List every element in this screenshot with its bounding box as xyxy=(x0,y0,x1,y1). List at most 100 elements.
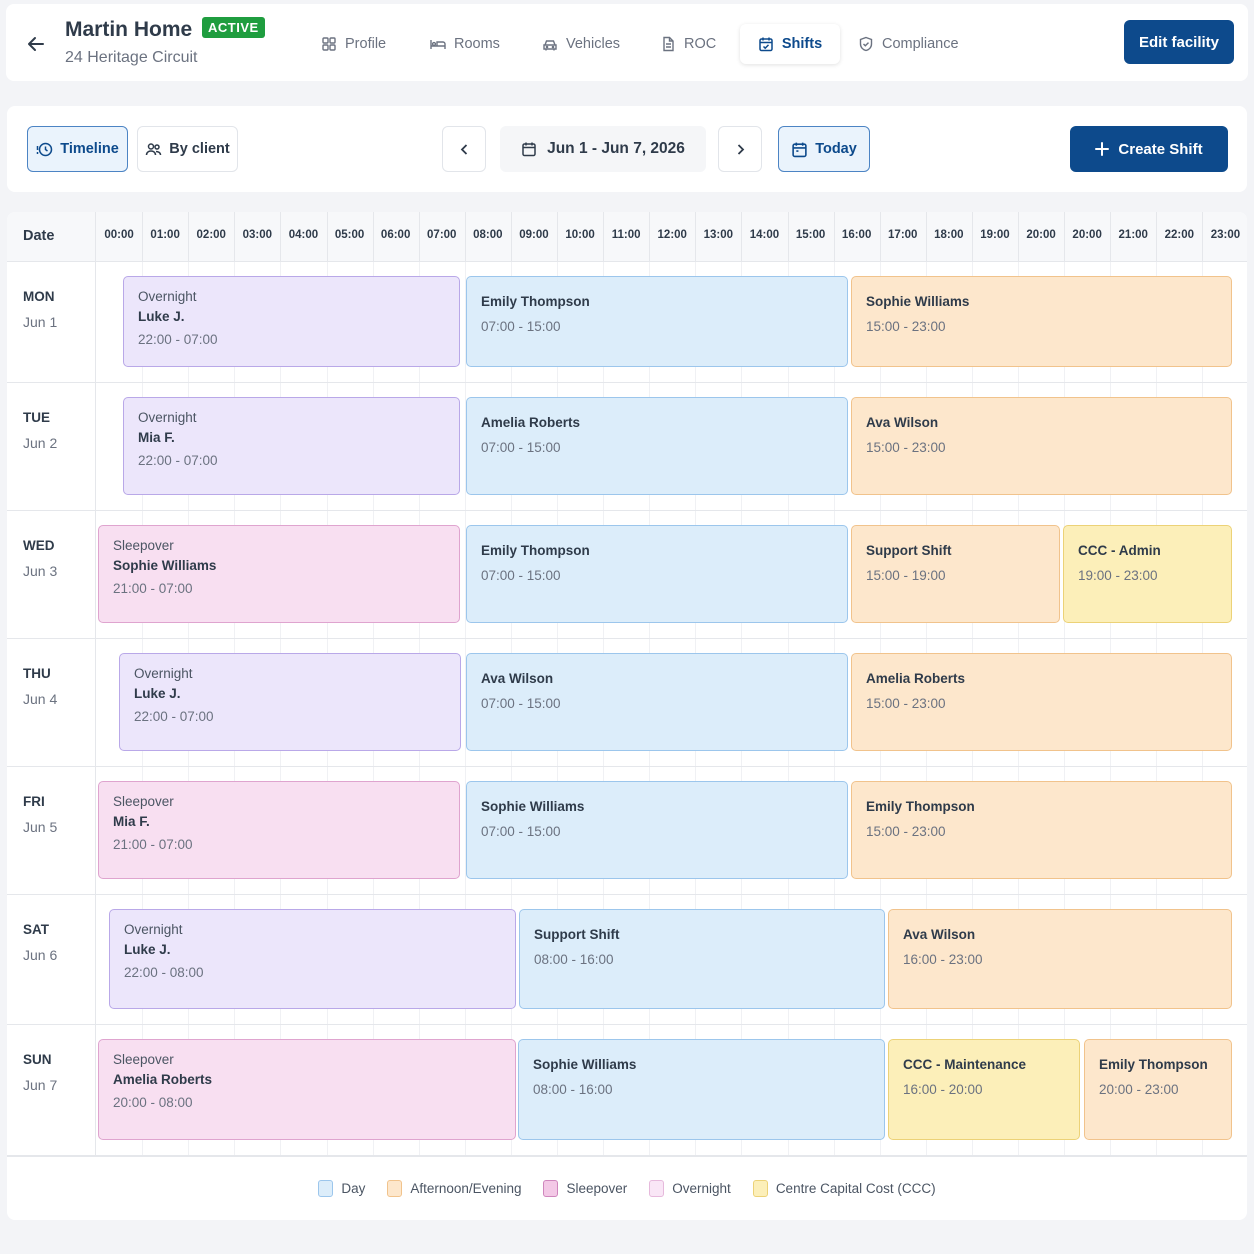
hour-label: 06:00 xyxy=(380,229,411,241)
hour-divider xyxy=(188,212,190,262)
next-week-button[interactable] xyxy=(718,126,762,172)
hour-label: 03:00 xyxy=(242,229,273,241)
shift-time: 07:00 - 15:00 xyxy=(481,440,561,455)
legend-label: Overnight xyxy=(672,1181,731,1196)
legend-item-sleepover: Sleepover xyxy=(543,1180,627,1197)
hour-label: 15:00 xyxy=(795,229,826,241)
hour-label: 20:00 xyxy=(1026,229,1056,241)
shift-time: 22:00 - 07:00 xyxy=(134,709,214,724)
grid-line xyxy=(464,262,466,1156)
hour-divider xyxy=(1064,212,1066,262)
back-button[interactable] xyxy=(22,30,50,58)
shift-block-sleepover[interactable]: Sleepover Mia F. 21:00 - 07:00 xyxy=(98,781,460,879)
tab-label: Vehicles xyxy=(566,36,621,52)
shift-block-evening[interactable]: Emily Thompson 15:00 - 23:00 xyxy=(851,781,1232,879)
hour-label: 08:00 xyxy=(473,229,503,241)
shift-block-day[interactable]: Emily Thompson 07:00 - 15:00 xyxy=(466,276,848,367)
day-name: MON xyxy=(23,289,55,304)
today-button[interactable]: Today xyxy=(778,126,870,172)
hour-divider xyxy=(1110,212,1112,262)
edit-facility-button[interactable]: Edit facility xyxy=(1124,20,1234,64)
by-client-button[interactable]: By client xyxy=(137,126,238,172)
shift-person: CCC - Admin xyxy=(1078,543,1161,558)
shift-block-evening[interactable]: Ava Wilson 16:00 - 23:00 xyxy=(888,909,1232,1009)
plus-icon xyxy=(1095,142,1110,156)
prev-week-button[interactable] xyxy=(442,126,486,172)
shift-block-evening[interactable]: Amelia Roberts 15:00 - 23:00 xyxy=(851,653,1232,751)
shift-time: 08:00 - 16:00 xyxy=(534,952,614,967)
shift-type-label: Sleepover xyxy=(113,794,174,809)
shift-block-evening[interactable]: Emily Thompson 20:00 - 23:00 xyxy=(1084,1039,1232,1140)
shift-block-overnight[interactable]: Overnight Luke J. 22:00 - 08:00 xyxy=(109,909,516,1009)
shift-person: Sophie Williams xyxy=(533,1057,637,1072)
tab-profile[interactable]: Profile xyxy=(309,24,398,64)
shield-check-icon xyxy=(859,36,873,52)
shift-person: Emily Thompson xyxy=(1099,1057,1208,1072)
shift-time: 16:00 - 23:00 xyxy=(903,952,983,967)
hour-divider xyxy=(372,212,374,262)
shift-block-day[interactable]: Sophie Williams 07:00 - 15:00 xyxy=(466,781,848,879)
tab-rooms[interactable]: Rooms xyxy=(418,24,512,64)
shift-time: 15:00 - 23:00 xyxy=(866,696,946,711)
hour-label: 20:00 xyxy=(1072,229,1102,241)
shift-block-overnight[interactable]: Overnight Luke J. 22:00 - 07:00 xyxy=(123,276,460,367)
timeline-label: Timeline xyxy=(60,141,119,157)
legend-item-day: Day xyxy=(318,1180,365,1197)
by-client-label: By client xyxy=(169,141,230,157)
shift-block-day[interactable]: Emily Thompson 07:00 - 15:00 xyxy=(466,525,848,623)
tab-label: Shifts xyxy=(781,36,823,52)
arrow-left-icon xyxy=(28,37,44,51)
shift-person: Amelia Roberts xyxy=(113,1072,213,1087)
legend-label: Day xyxy=(341,1181,366,1196)
history-icon xyxy=(36,142,53,156)
shift-block-sleepover[interactable]: Sleepover Amelia Roberts 20:00 - 08:00 xyxy=(98,1039,516,1140)
shift-block-evening[interactable]: Sophie Williams 15:00 - 23:00 xyxy=(851,276,1232,367)
tab-shifts[interactable]: Shifts xyxy=(740,24,840,64)
shift-person: Support Shift xyxy=(866,543,952,558)
hour-divider xyxy=(557,212,558,262)
date-column-divider xyxy=(95,212,96,1156)
shift-person: Amelia Roberts xyxy=(481,415,581,430)
legend-swatch xyxy=(318,1180,334,1197)
timeline-view-button[interactable]: Timeline xyxy=(27,126,128,172)
tab-label: ROC xyxy=(684,36,717,52)
shift-block-overnight[interactable]: Overnight Mia F. 22:00 - 07:00 xyxy=(123,397,460,495)
tab-label: Profile xyxy=(345,36,387,52)
users-icon xyxy=(146,142,162,155)
shift-type-label: Overnight xyxy=(138,410,197,425)
legend-swatch xyxy=(543,1180,559,1197)
hour-label: 13:00 xyxy=(703,229,734,241)
shift-person: Luke J. xyxy=(134,686,181,701)
shift-person: Support Shift xyxy=(534,927,620,942)
day-row-thu: THU Jun 4 Overnight Luke J. 22:00 - 07:00 Ava… xyxy=(7,639,1247,767)
shift-type-label: Sleepover xyxy=(113,1052,174,1067)
day-date: Jun 7 xyxy=(23,1077,58,1093)
shift-block-ccc[interactable]: CCC - Admin 19:00 - 23:00 xyxy=(1063,525,1232,623)
shift-block-evening[interactable]: Support Shift 15:00 - 19:00 xyxy=(851,525,1060,623)
shift-block-overnight[interactable]: Overnight Luke J. 22:00 - 07:00 xyxy=(119,653,461,751)
shift-block-day[interactable]: Ava Wilson 07:00 - 15:00 xyxy=(466,653,848,751)
shift-block-day[interactable]: Amelia Roberts 07:00 - 15:00 xyxy=(466,397,848,495)
shift-block-sleepover[interactable]: Sleepover Sophie Williams 21:00 - 07:00 xyxy=(98,525,460,623)
shift-person: Sophie Williams xyxy=(866,294,970,309)
tab-compliance[interactable]: Compliance xyxy=(846,24,971,64)
tab-roc[interactable]: ROC xyxy=(648,24,728,64)
date-range-picker[interactable]: Jun 1 - Jun 7, 2026 xyxy=(500,126,706,172)
shift-person: Ava Wilson xyxy=(903,927,976,942)
hour-divider xyxy=(879,212,881,262)
day-row-mon: MON Jun 1 Overnight Luke J. 22:00 - 07:00 Emi… xyxy=(7,262,1247,383)
hour-divider xyxy=(649,212,651,262)
shift-block-day[interactable]: Support Shift 08:00 - 16:00 xyxy=(519,909,885,1009)
shift-block-day[interactable]: Sophie Williams 08:00 - 16:00 xyxy=(518,1039,885,1140)
legend-label: Afternoon/Evening xyxy=(410,1181,522,1196)
shift-block-ccc[interactable]: CCC - Maintenance 16:00 - 20:00 xyxy=(888,1039,1080,1140)
shift-time: 22:00 - 07:00 xyxy=(138,332,218,347)
shift-block-evening[interactable]: Ava Wilson 15:00 - 23:00 xyxy=(851,397,1232,495)
shift-person: Luke J. xyxy=(138,309,185,324)
tab-vehicles[interactable]: Vehicles xyxy=(530,24,632,64)
create-shift-button[interactable]: Create Shift xyxy=(1070,126,1228,172)
calendar-icon xyxy=(522,142,536,157)
shift-time: 21:00 - 07:00 xyxy=(113,837,193,852)
day-name: THU xyxy=(23,666,51,681)
hour-divider xyxy=(787,212,789,262)
